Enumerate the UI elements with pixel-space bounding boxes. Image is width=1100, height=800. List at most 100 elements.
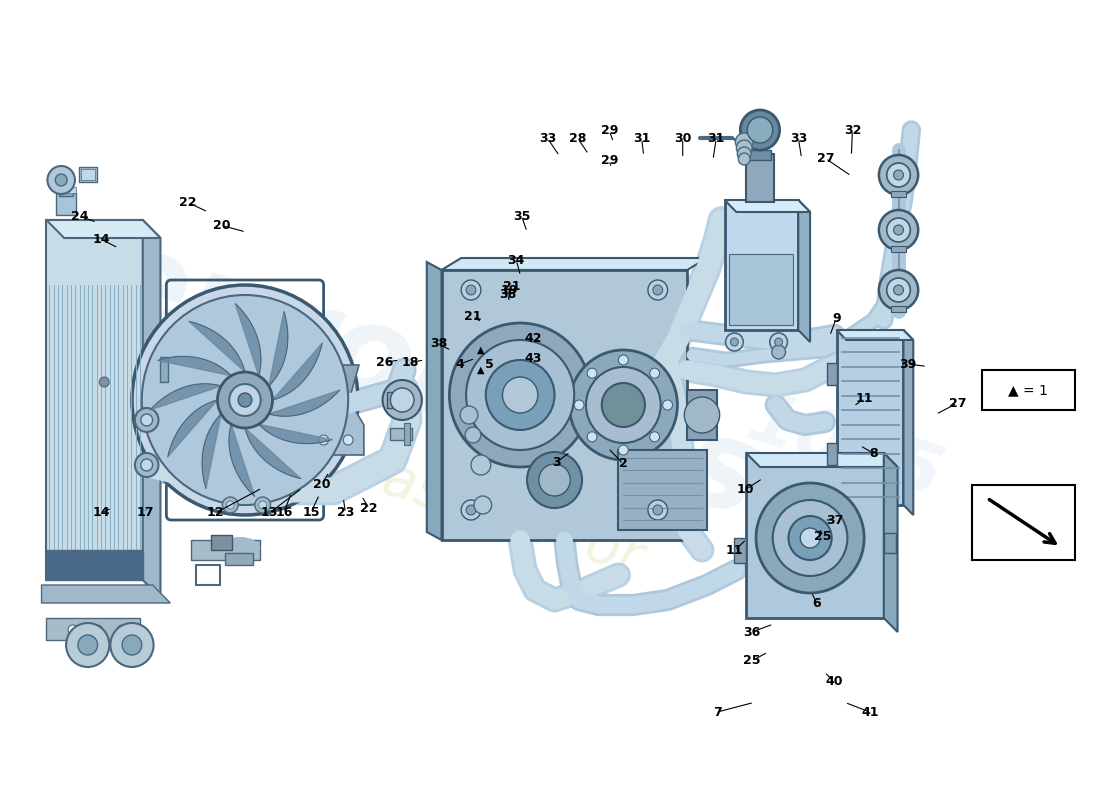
Circle shape	[319, 435, 329, 445]
Bar	[688, 390, 717, 440]
Circle shape	[652, 285, 662, 295]
Text: 21: 21	[503, 280, 520, 293]
Circle shape	[737, 147, 751, 161]
Text: 32: 32	[844, 124, 861, 137]
Bar	[746, 154, 773, 202]
Text: 23: 23	[337, 506, 354, 519]
Bar	[80, 169, 95, 180]
Circle shape	[55, 174, 67, 186]
Circle shape	[122, 635, 142, 655]
Circle shape	[800, 528, 820, 548]
Bar	[404, 423, 410, 445]
Text: 2: 2	[619, 458, 628, 470]
Circle shape	[466, 340, 574, 450]
Text: 25: 25	[744, 654, 760, 667]
Text: 42: 42	[525, 332, 542, 345]
Circle shape	[893, 285, 903, 295]
Bar	[891, 191, 906, 197]
Circle shape	[887, 278, 911, 302]
Circle shape	[110, 623, 154, 667]
Circle shape	[650, 432, 660, 442]
Circle shape	[893, 170, 903, 180]
Bar	[210, 535, 232, 550]
Circle shape	[460, 406, 477, 424]
Text: 30: 30	[674, 132, 692, 145]
Text: 29: 29	[601, 154, 618, 166]
Polygon shape	[245, 428, 301, 478]
Circle shape	[684, 397, 719, 433]
Polygon shape	[427, 262, 441, 540]
Text: 43: 43	[525, 352, 542, 365]
Bar	[972, 485, 1076, 560]
Text: 16: 16	[275, 506, 293, 519]
Circle shape	[118, 625, 127, 635]
Circle shape	[756, 483, 865, 593]
Text: 29: 29	[601, 124, 618, 137]
Bar	[56, 193, 76, 215]
Circle shape	[879, 270, 918, 310]
Circle shape	[574, 400, 584, 410]
Text: 21: 21	[464, 310, 482, 322]
Text: 5: 5	[485, 358, 494, 370]
Circle shape	[78, 635, 98, 655]
Circle shape	[238, 393, 252, 407]
Text: 15: 15	[302, 506, 320, 519]
Circle shape	[461, 500, 481, 520]
Polygon shape	[725, 200, 810, 212]
Bar	[725, 200, 799, 330]
Circle shape	[539, 464, 570, 496]
Text: 37: 37	[826, 514, 844, 526]
Text: 38: 38	[430, 338, 447, 350]
Bar	[746, 453, 883, 618]
Polygon shape	[268, 311, 288, 386]
Circle shape	[222, 497, 238, 513]
Text: 22: 22	[179, 196, 196, 209]
Text: 39: 39	[899, 358, 916, 370]
Circle shape	[474, 496, 492, 514]
Text: 33: 33	[539, 132, 557, 145]
Bar	[618, 450, 707, 530]
Polygon shape	[903, 330, 913, 515]
Bar	[226, 553, 253, 565]
Text: 26: 26	[375, 356, 393, 369]
Circle shape	[471, 455, 491, 475]
Text: 33: 33	[790, 132, 807, 145]
Bar	[827, 443, 837, 465]
Text: 8: 8	[870, 447, 879, 460]
Circle shape	[726, 333, 744, 351]
Text: 12: 12	[207, 506, 224, 519]
Text: 14: 14	[92, 233, 110, 246]
Text: 31: 31	[707, 132, 725, 145]
Circle shape	[503, 377, 538, 413]
Bar	[891, 246, 906, 252]
Polygon shape	[315, 365, 359, 400]
Circle shape	[142, 295, 349, 505]
Text: 31: 31	[632, 132, 650, 145]
Circle shape	[141, 459, 153, 471]
Text: 40: 40	[825, 675, 843, 688]
Bar	[59, 184, 73, 196]
Circle shape	[774, 338, 782, 346]
Polygon shape	[46, 220, 161, 238]
Circle shape	[255, 497, 271, 513]
Bar	[729, 254, 793, 325]
Circle shape	[770, 333, 788, 351]
Circle shape	[229, 384, 261, 416]
Circle shape	[648, 500, 668, 520]
Circle shape	[466, 505, 476, 515]
Circle shape	[99, 377, 109, 387]
Circle shape	[618, 355, 628, 365]
Bar	[827, 363, 837, 385]
Polygon shape	[883, 453, 898, 632]
Circle shape	[879, 155, 918, 195]
Text: ▲ = 1: ▲ = 1	[1009, 383, 1048, 397]
Circle shape	[736, 133, 754, 151]
Text: 25: 25	[814, 530, 832, 542]
Text: 11: 11	[856, 392, 873, 405]
Circle shape	[466, 285, 476, 295]
Circle shape	[135, 408, 158, 432]
Polygon shape	[268, 390, 340, 416]
Circle shape	[652, 505, 662, 515]
Circle shape	[486, 360, 554, 430]
Polygon shape	[150, 384, 221, 410]
